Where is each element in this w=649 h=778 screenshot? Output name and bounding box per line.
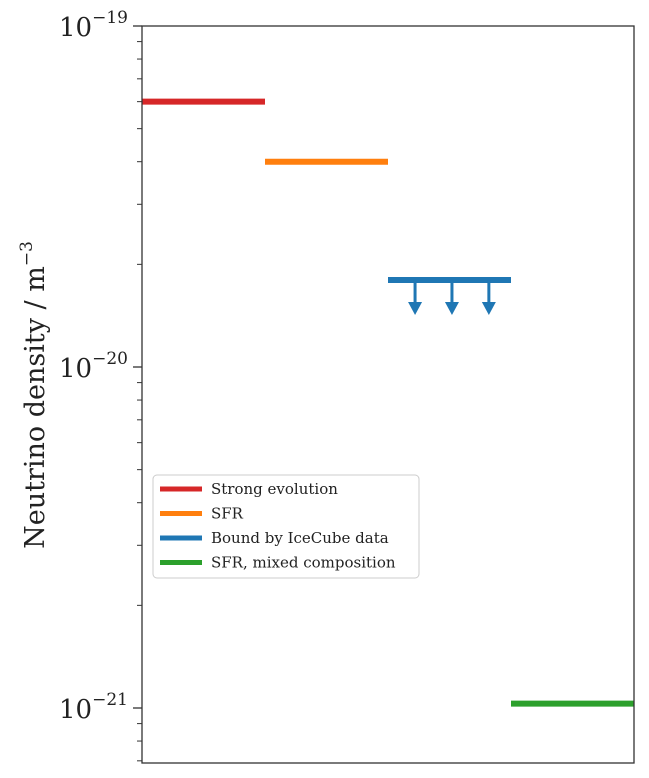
legend: Strong evolution SFR Bound by IceCube data… bbox=[152, 474, 420, 579]
y-axis-label-text: Neutrino density / m bbox=[20, 266, 51, 549]
y-axis-label: Neutrino density / m−3 bbox=[17, 241, 51, 549]
upper-limit-arrow-head bbox=[444, 301, 459, 315]
y-tick-base: 10 bbox=[59, 695, 92, 725]
y-tick-label: 10−20 bbox=[59, 349, 128, 384]
upper-limit-arrow-head bbox=[408, 301, 423, 315]
legend-box bbox=[152, 474, 420, 579]
y-axis-label-exponent: −3 bbox=[17, 241, 37, 266]
legend-label: Bound by IceCube data bbox=[211, 529, 389, 547]
y-tick-base: 10 bbox=[59, 354, 92, 384]
upper-limit-arrow-head bbox=[481, 301, 496, 315]
y-tick-exponent: −20 bbox=[92, 349, 128, 369]
y-tick-label: 10−21 bbox=[59, 690, 128, 725]
y-tick-base: 10 bbox=[59, 13, 92, 43]
legend-label: SFR bbox=[211, 505, 244, 523]
legend-label: SFR, mixed composition bbox=[211, 554, 396, 572]
y-tick-exponent: −21 bbox=[92, 690, 128, 710]
legend-label: Strong evolution bbox=[211, 480, 338, 498]
series-layer bbox=[142, 98, 634, 707]
y-tick-label: 10−19 bbox=[59, 8, 128, 43]
plot-area bbox=[142, 26, 634, 763]
y-tick-exponent: −19 bbox=[92, 8, 128, 28]
plot-frame bbox=[141, 25, 635, 764]
